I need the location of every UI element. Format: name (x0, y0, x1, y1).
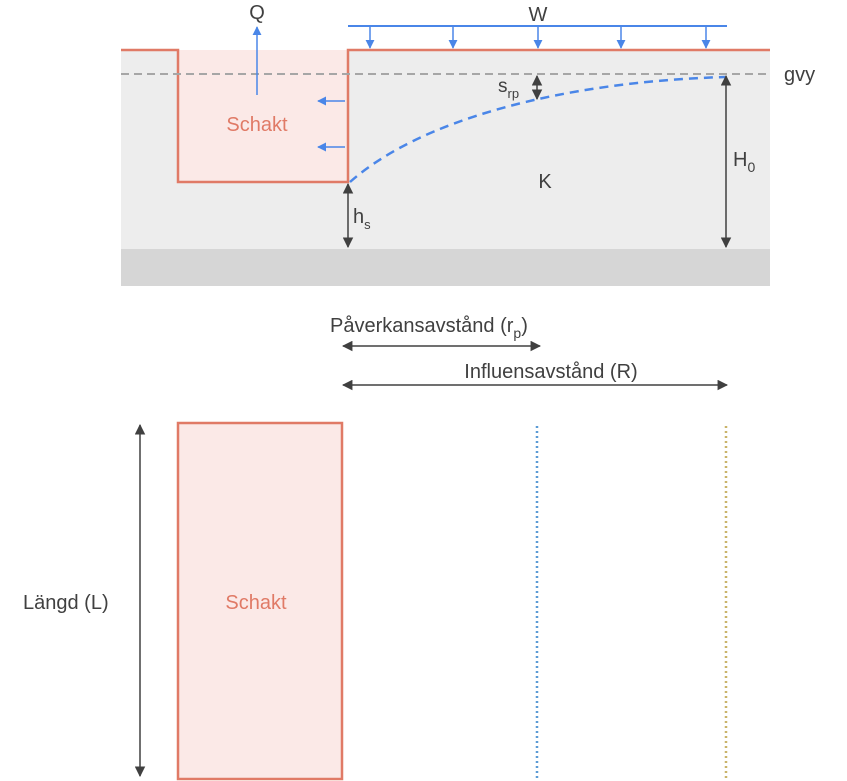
q-label: Q (249, 2, 265, 24)
influensavstand-label: Influensavstånd (R) (464, 361, 637, 383)
k-label: K (538, 171, 552, 193)
schakt-section-label: Schakt (226, 114, 288, 136)
ground-surface-line (121, 48, 770, 184)
paverkansavstand-label: Påverkansavstånd (rp) (330, 315, 528, 341)
bedrock-layer (121, 249, 770, 286)
srp-label: srp (498, 76, 519, 101)
drawdown-curve (349, 75, 726, 183)
w-label: W (529, 4, 548, 26)
gvy-label: gvy (784, 64, 815, 86)
h0-label: H0 (733, 149, 755, 175)
schakt-pit-fill (178, 50, 348, 182)
hs-label: hs (353, 206, 371, 232)
schakt-plan-label: Schakt (225, 592, 287, 614)
load-arrows (365, 26, 711, 49)
langd-label: Längd (L) (23, 592, 109, 614)
schakt-plan-rect (176, 421, 344, 781)
